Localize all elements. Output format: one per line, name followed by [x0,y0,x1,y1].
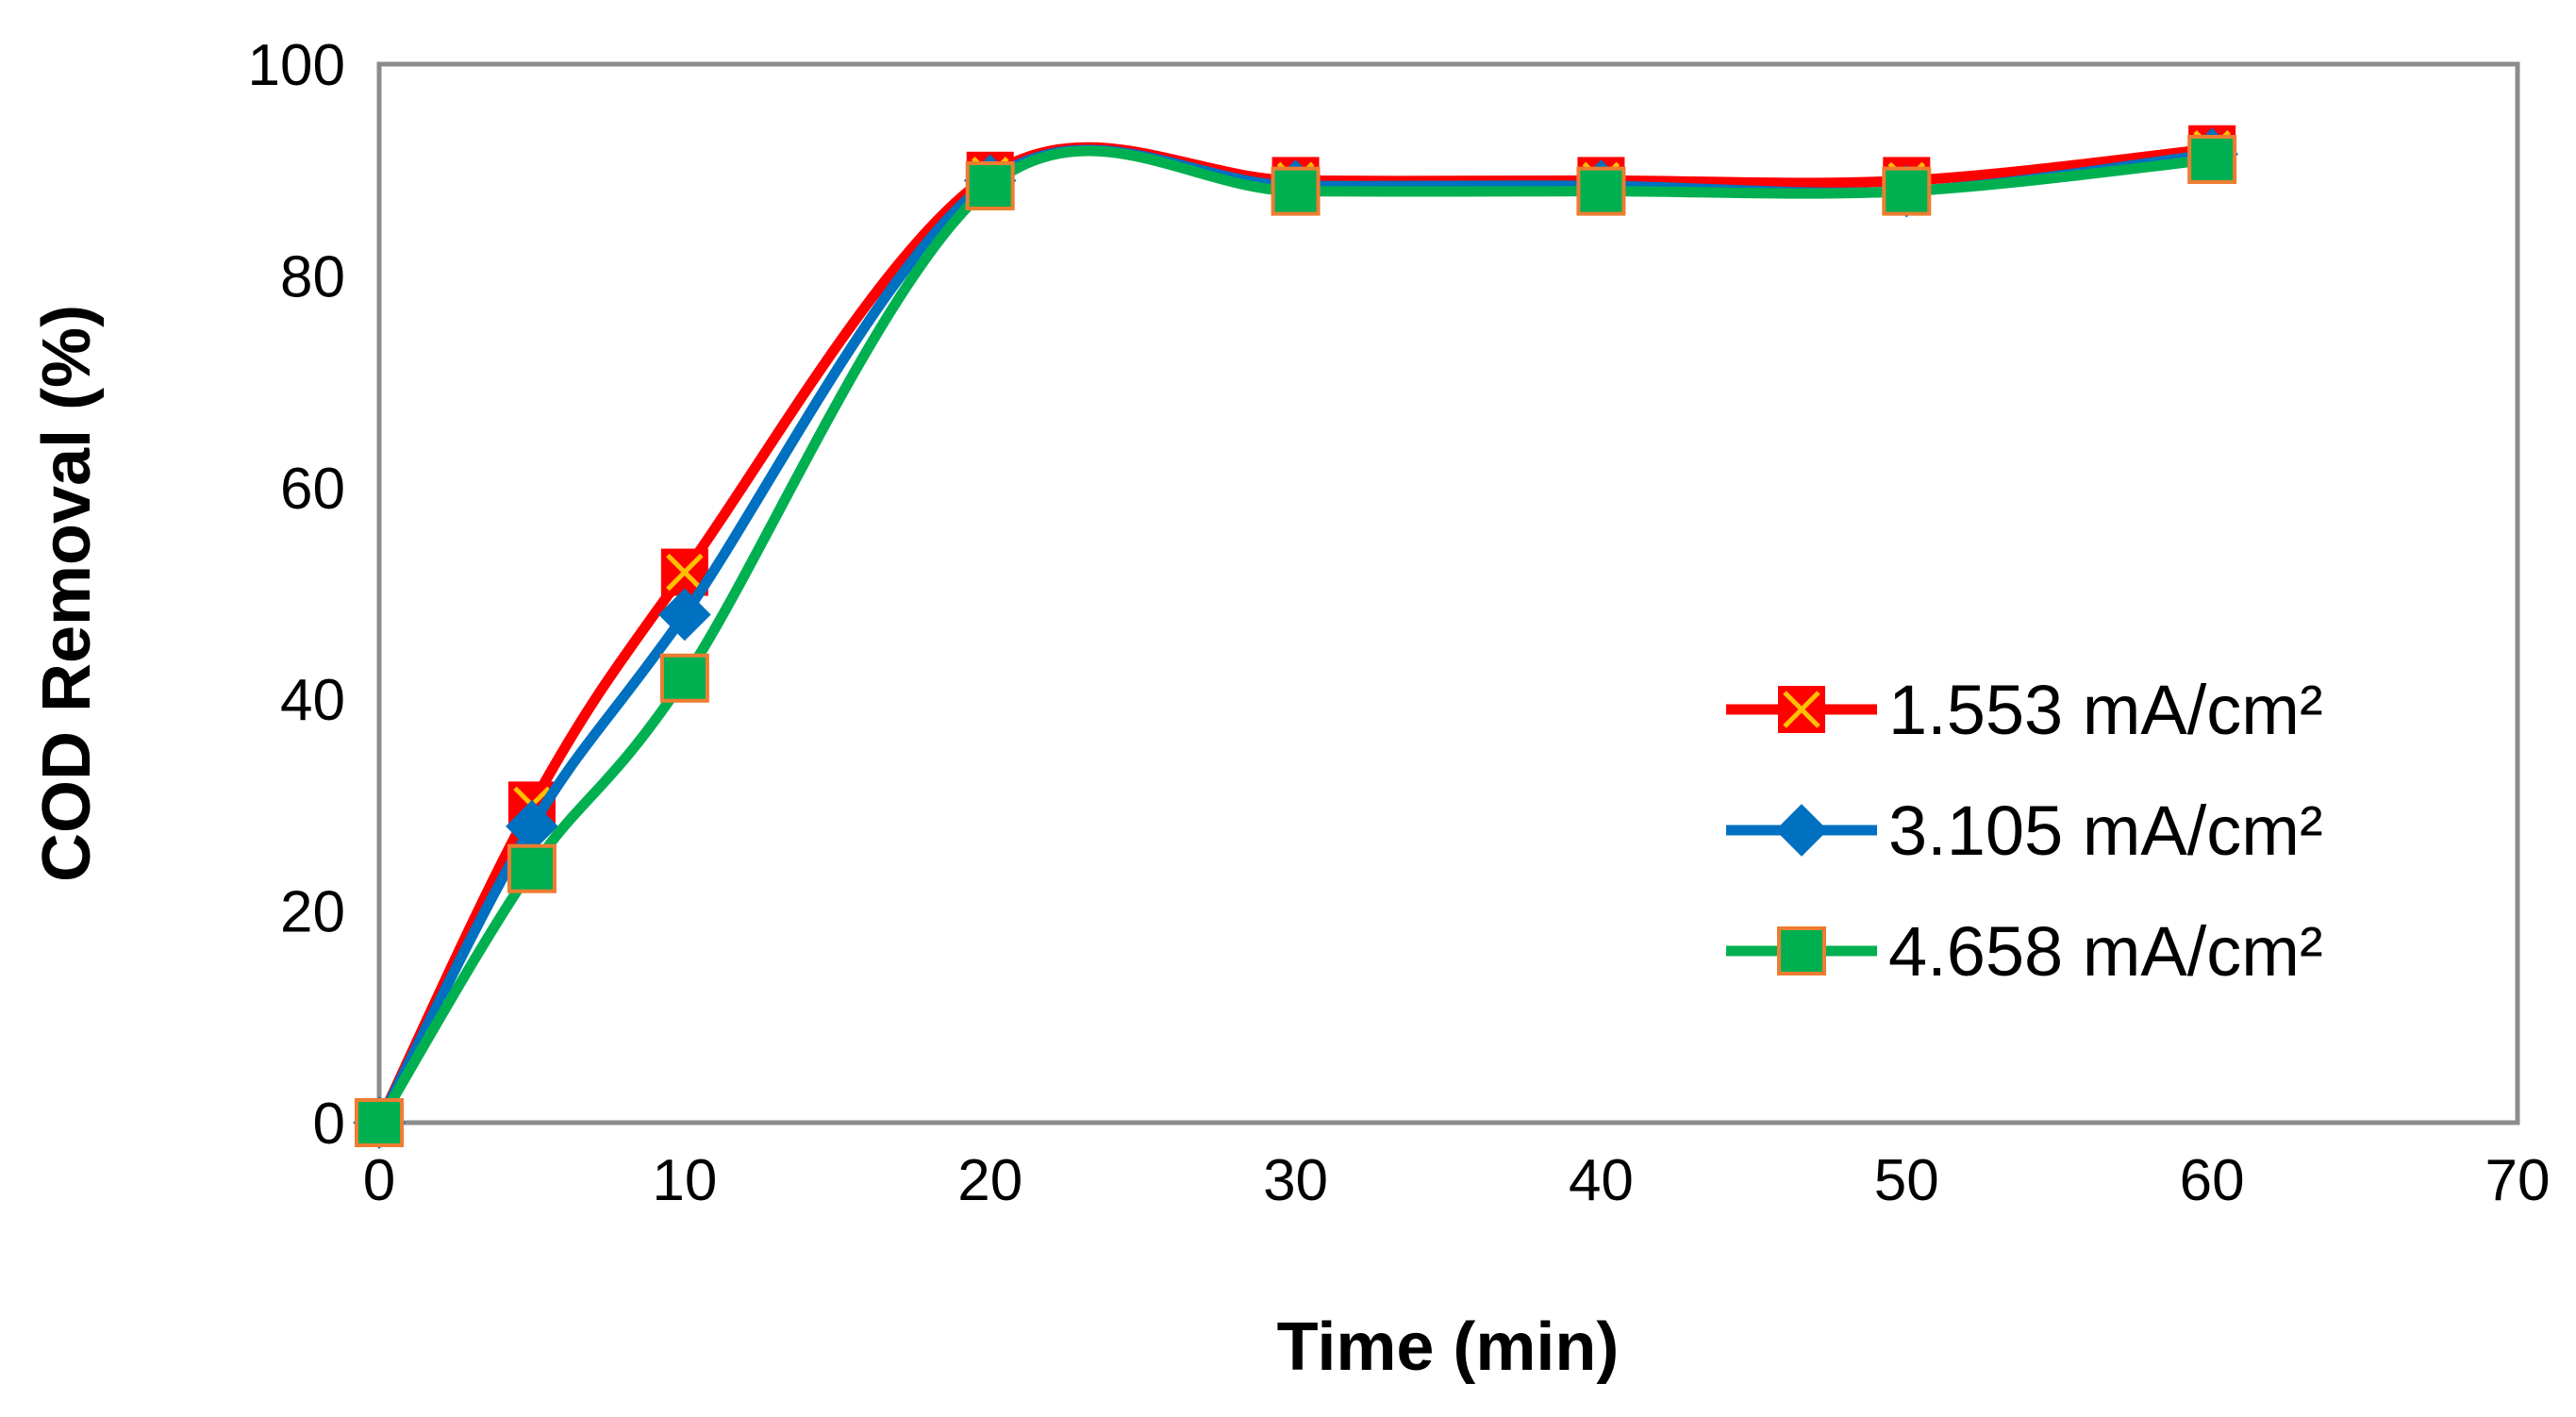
legend-label: 4.658 mA/cm² [1888,912,2323,991]
x-tick-label: 60 [2180,1148,2245,1213]
legend: 1.553 mA/cm² 3.105 mA/cm² 4.658 mA/cm² [1726,671,2323,991]
x-tick-label: 0 [363,1148,395,1213]
x-tick-label: 70 [2485,1148,2551,1213]
x-tick-label: 50 [1874,1148,1939,1213]
legend-marker [1775,804,1828,857]
data-point [1576,166,1626,216]
legend-item: 3.105 mA/cm² [1726,792,2323,870]
legend-item: 4.658 mA/cm² [1726,912,2323,991]
x-axis-ticks: 0 10 20 30 40 50 60 70 [363,1148,2551,1213]
series-3 [355,134,2237,1147]
data-point [659,653,709,703]
x-tick-label: 20 [957,1148,1022,1213]
data-point [1882,166,1932,216]
x-tick-label: 10 [652,1148,717,1213]
y-tick-label: 40 [280,668,345,733]
data-point [1271,166,1321,216]
data-point [965,161,1015,211]
y-tick-label: 60 [280,457,345,522]
legend-marker [1778,686,1825,733]
x-tick-label: 40 [1569,1148,1634,1213]
x-tick-label: 30 [1263,1148,1328,1213]
legend-marker [1777,926,1826,975]
y-tick-label: 100 [248,33,345,98]
y-axis-title: COD Removal (%) [29,305,105,882]
series-line [374,145,2213,1125]
series-layer [353,125,2238,1149]
legend-label: 3.105 mA/cm² [1888,792,2323,870]
y-tick-label: 0 [313,1092,345,1157]
y-tick-label: 20 [280,880,345,945]
data-point [2187,134,2237,184]
data-point [355,1098,404,1147]
data-point [507,843,557,893]
x-axis-title: Time (min) [1277,1309,1620,1385]
y-tick-label: 80 [280,244,345,309]
y-axis-ticks: 0 20 40 60 80 100 [248,33,345,1157]
data-point [658,588,711,642]
legend-item: 1.553 mA/cm² [1726,671,2323,749]
legend-label: 1.553 mA/cm² [1888,671,2323,749]
